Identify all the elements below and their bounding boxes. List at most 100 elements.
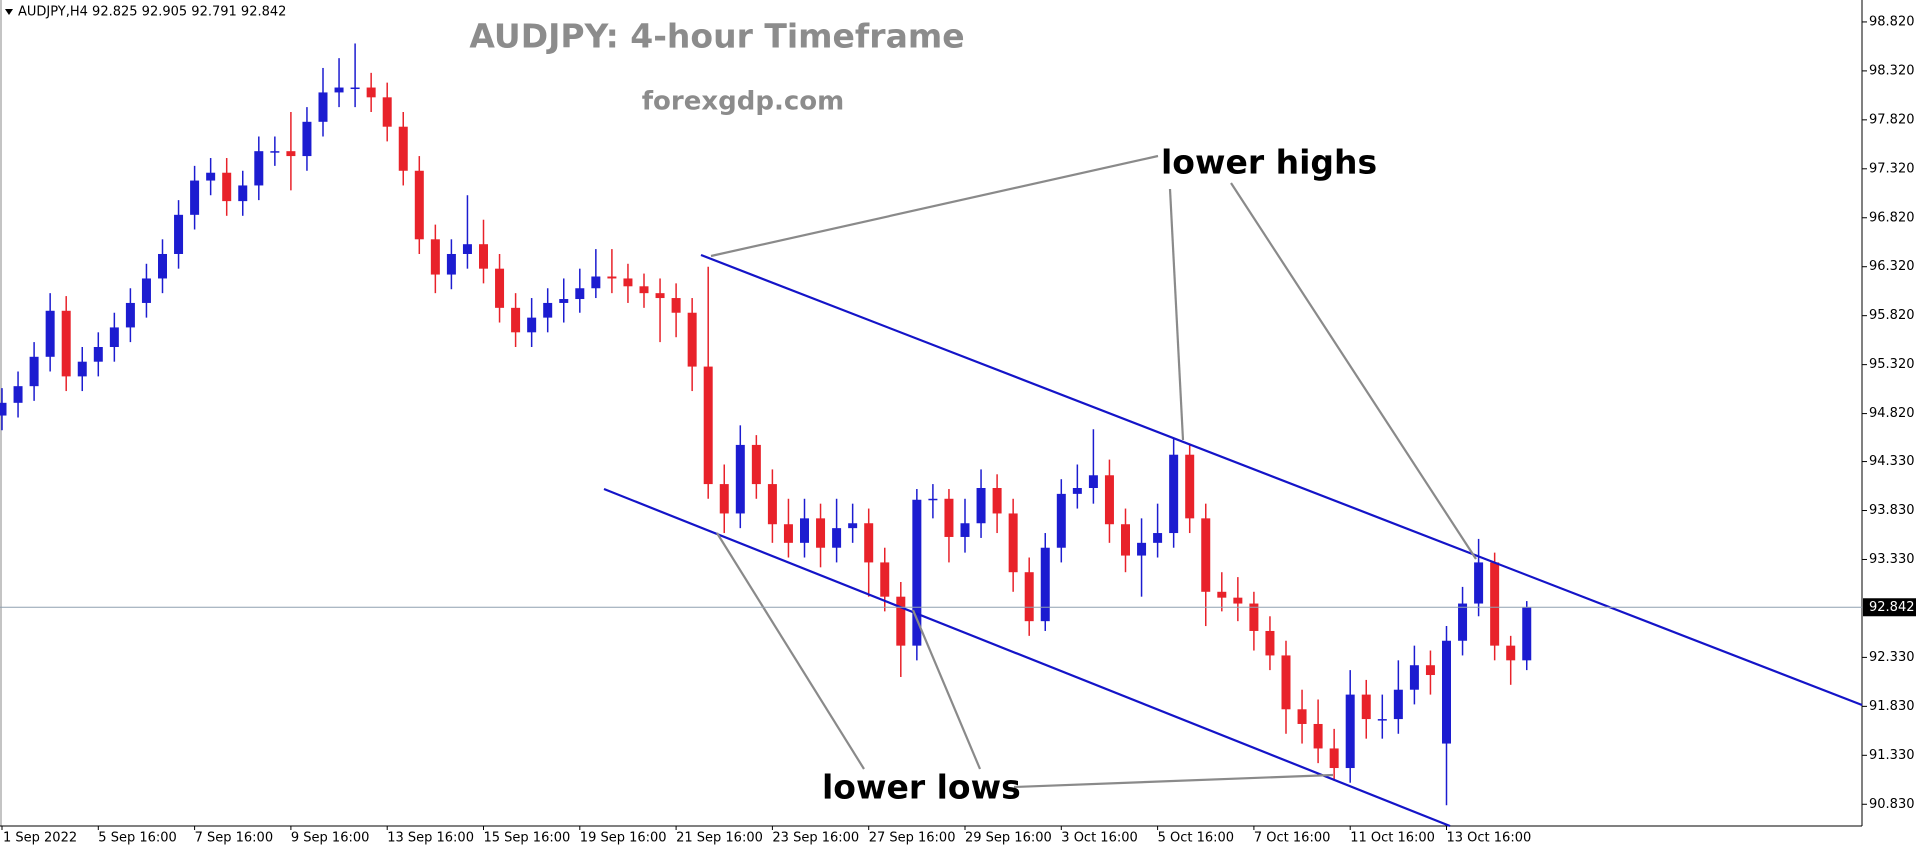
candle-body: [1249, 603, 1259, 631]
candle-body: [639, 286, 649, 294]
candle-body: [1442, 640, 1451, 744]
candle-body: [1233, 597, 1243, 604]
x-tick-label: 5 Oct 16:00: [1158, 831, 1234, 846]
pointer-lines: [710, 154, 1477, 789]
candle-body: [928, 498, 938, 501]
candle-body: [174, 214, 184, 254]
candle-body: [511, 307, 521, 333]
candle-body: [61, 310, 71, 377]
candle-body: [800, 518, 809, 543]
y-tick-label: 90.830: [1869, 797, 1915, 812]
candle-body: [1458, 603, 1468, 641]
candle-body: [848, 523, 858, 529]
candle-body: [735, 444, 745, 514]
candles: [0, 43, 1532, 806]
lower-channel-line: [603, 487, 1451, 828]
current-price-box: [1863, 598, 1916, 617]
x-tick-label: 27 Sep 16:00: [869, 831, 956, 846]
x-tick-label: 9 Sep 16:00: [291, 831, 370, 846]
candle-body: [45, 310, 55, 357]
candle-body: [1265, 630, 1275, 656]
candle-body: [0, 402, 7, 416]
pointer-line: [1230, 182, 1477, 560]
candle-body: [671, 298, 681, 313]
candle-body: [462, 244, 472, 254]
candle-body: [1137, 542, 1147, 556]
candle-body: [479, 244, 488, 269]
y-tick-label: 97.320: [1869, 161, 1915, 176]
candle-body: [222, 172, 232, 202]
pointer-line: [1168, 188, 1185, 441]
candle-body: [1522, 607, 1532, 661]
x-tick-label: 13 Sep 16:00: [387, 831, 474, 846]
candle-body: [238, 185, 248, 202]
candle-body: [527, 317, 537, 333]
candle-body: [495, 268, 505, 308]
candle-body: [607, 276, 617, 279]
y-tick-label: 95.820: [1869, 308, 1915, 323]
candle-body: [93, 347, 103, 362]
candle-body: [109, 327, 119, 348]
candle-body: [559, 299, 569, 303]
y-tick-label: 98.820: [1869, 14, 1915, 29]
y-tick-label: 96.320: [1869, 259, 1915, 274]
current-price-label: 92.842: [1869, 600, 1915, 615]
candle-body: [960, 523, 970, 537]
pointer-line: [1013, 773, 1334, 789]
candle-body: [1361, 694, 1371, 720]
y-tick-label: 95.320: [1869, 357, 1915, 372]
candle-body: [1008, 513, 1018, 573]
candle-body: [334, 87, 344, 93]
upper-channel-line: [700, 253, 1863, 707]
candle-body: [190, 180, 200, 215]
candle-body: [366, 87, 376, 98]
candle-body: [414, 170, 424, 240]
candle-body: [944, 498, 954, 537]
candle-body: [254, 151, 264, 186]
y-tick-label: 98.320: [1869, 63, 1915, 78]
y-tick-label: 91.830: [1869, 699, 1915, 714]
candle-body: [591, 276, 601, 289]
candle-body: [623, 278, 633, 287]
candle-body: [1056, 493, 1066, 548]
x-tick-label: 29 Sep 16:00: [965, 831, 1052, 846]
chart-header: AUDJPY,H4 92.825 92.905 92.791 92.842: [18, 5, 286, 20]
candle-body: [1281, 655, 1291, 710]
y-tick-label: 94.330: [1869, 454, 1915, 469]
candle-body: [1377, 719, 1387, 721]
candle-body: [1024, 572, 1034, 622]
candle-body: [1072, 488, 1082, 494]
candle-body: [1153, 533, 1163, 543]
candle-body: [751, 444, 761, 485]
candle-body: [1201, 518, 1211, 592]
candle-body: [976, 488, 986, 524]
candle-body: [318, 92, 328, 122]
x-tick-label: 23 Sep 16:00: [772, 831, 859, 846]
candle-body: [864, 523, 874, 563]
candle-body: [719, 484, 729, 514]
candle-body: [286, 151, 296, 157]
candle-body: [912, 499, 922, 646]
candle-body: [29, 356, 39, 387]
header-arrow: [5, 9, 13, 15]
candle-body: [125, 302, 135, 328]
y-tick-label: 97.820: [1869, 112, 1915, 127]
candle-body: [992, 488, 1002, 514]
candle-body: [206, 172, 216, 181]
x-tick-label: 19 Sep 16:00: [580, 831, 667, 846]
candle-body: [1506, 645, 1516, 661]
candle-body: [1088, 475, 1098, 489]
candle-body: [446, 253, 456, 275]
candle-body: [687, 312, 697, 367]
candle-body: [430, 239, 440, 275]
x-tick-label: 1 Sep 2022: [3, 831, 77, 846]
y-tick-label: 96.820: [1869, 210, 1915, 225]
candle-body: [382, 97, 392, 127]
candle-body: [1169, 454, 1179, 534]
candle-body: [398, 126, 408, 171]
x-tick-label: 5 Sep 16:00: [98, 831, 177, 846]
candle-body: [543, 302, 553, 318]
candle-body: [816, 518, 826, 548]
